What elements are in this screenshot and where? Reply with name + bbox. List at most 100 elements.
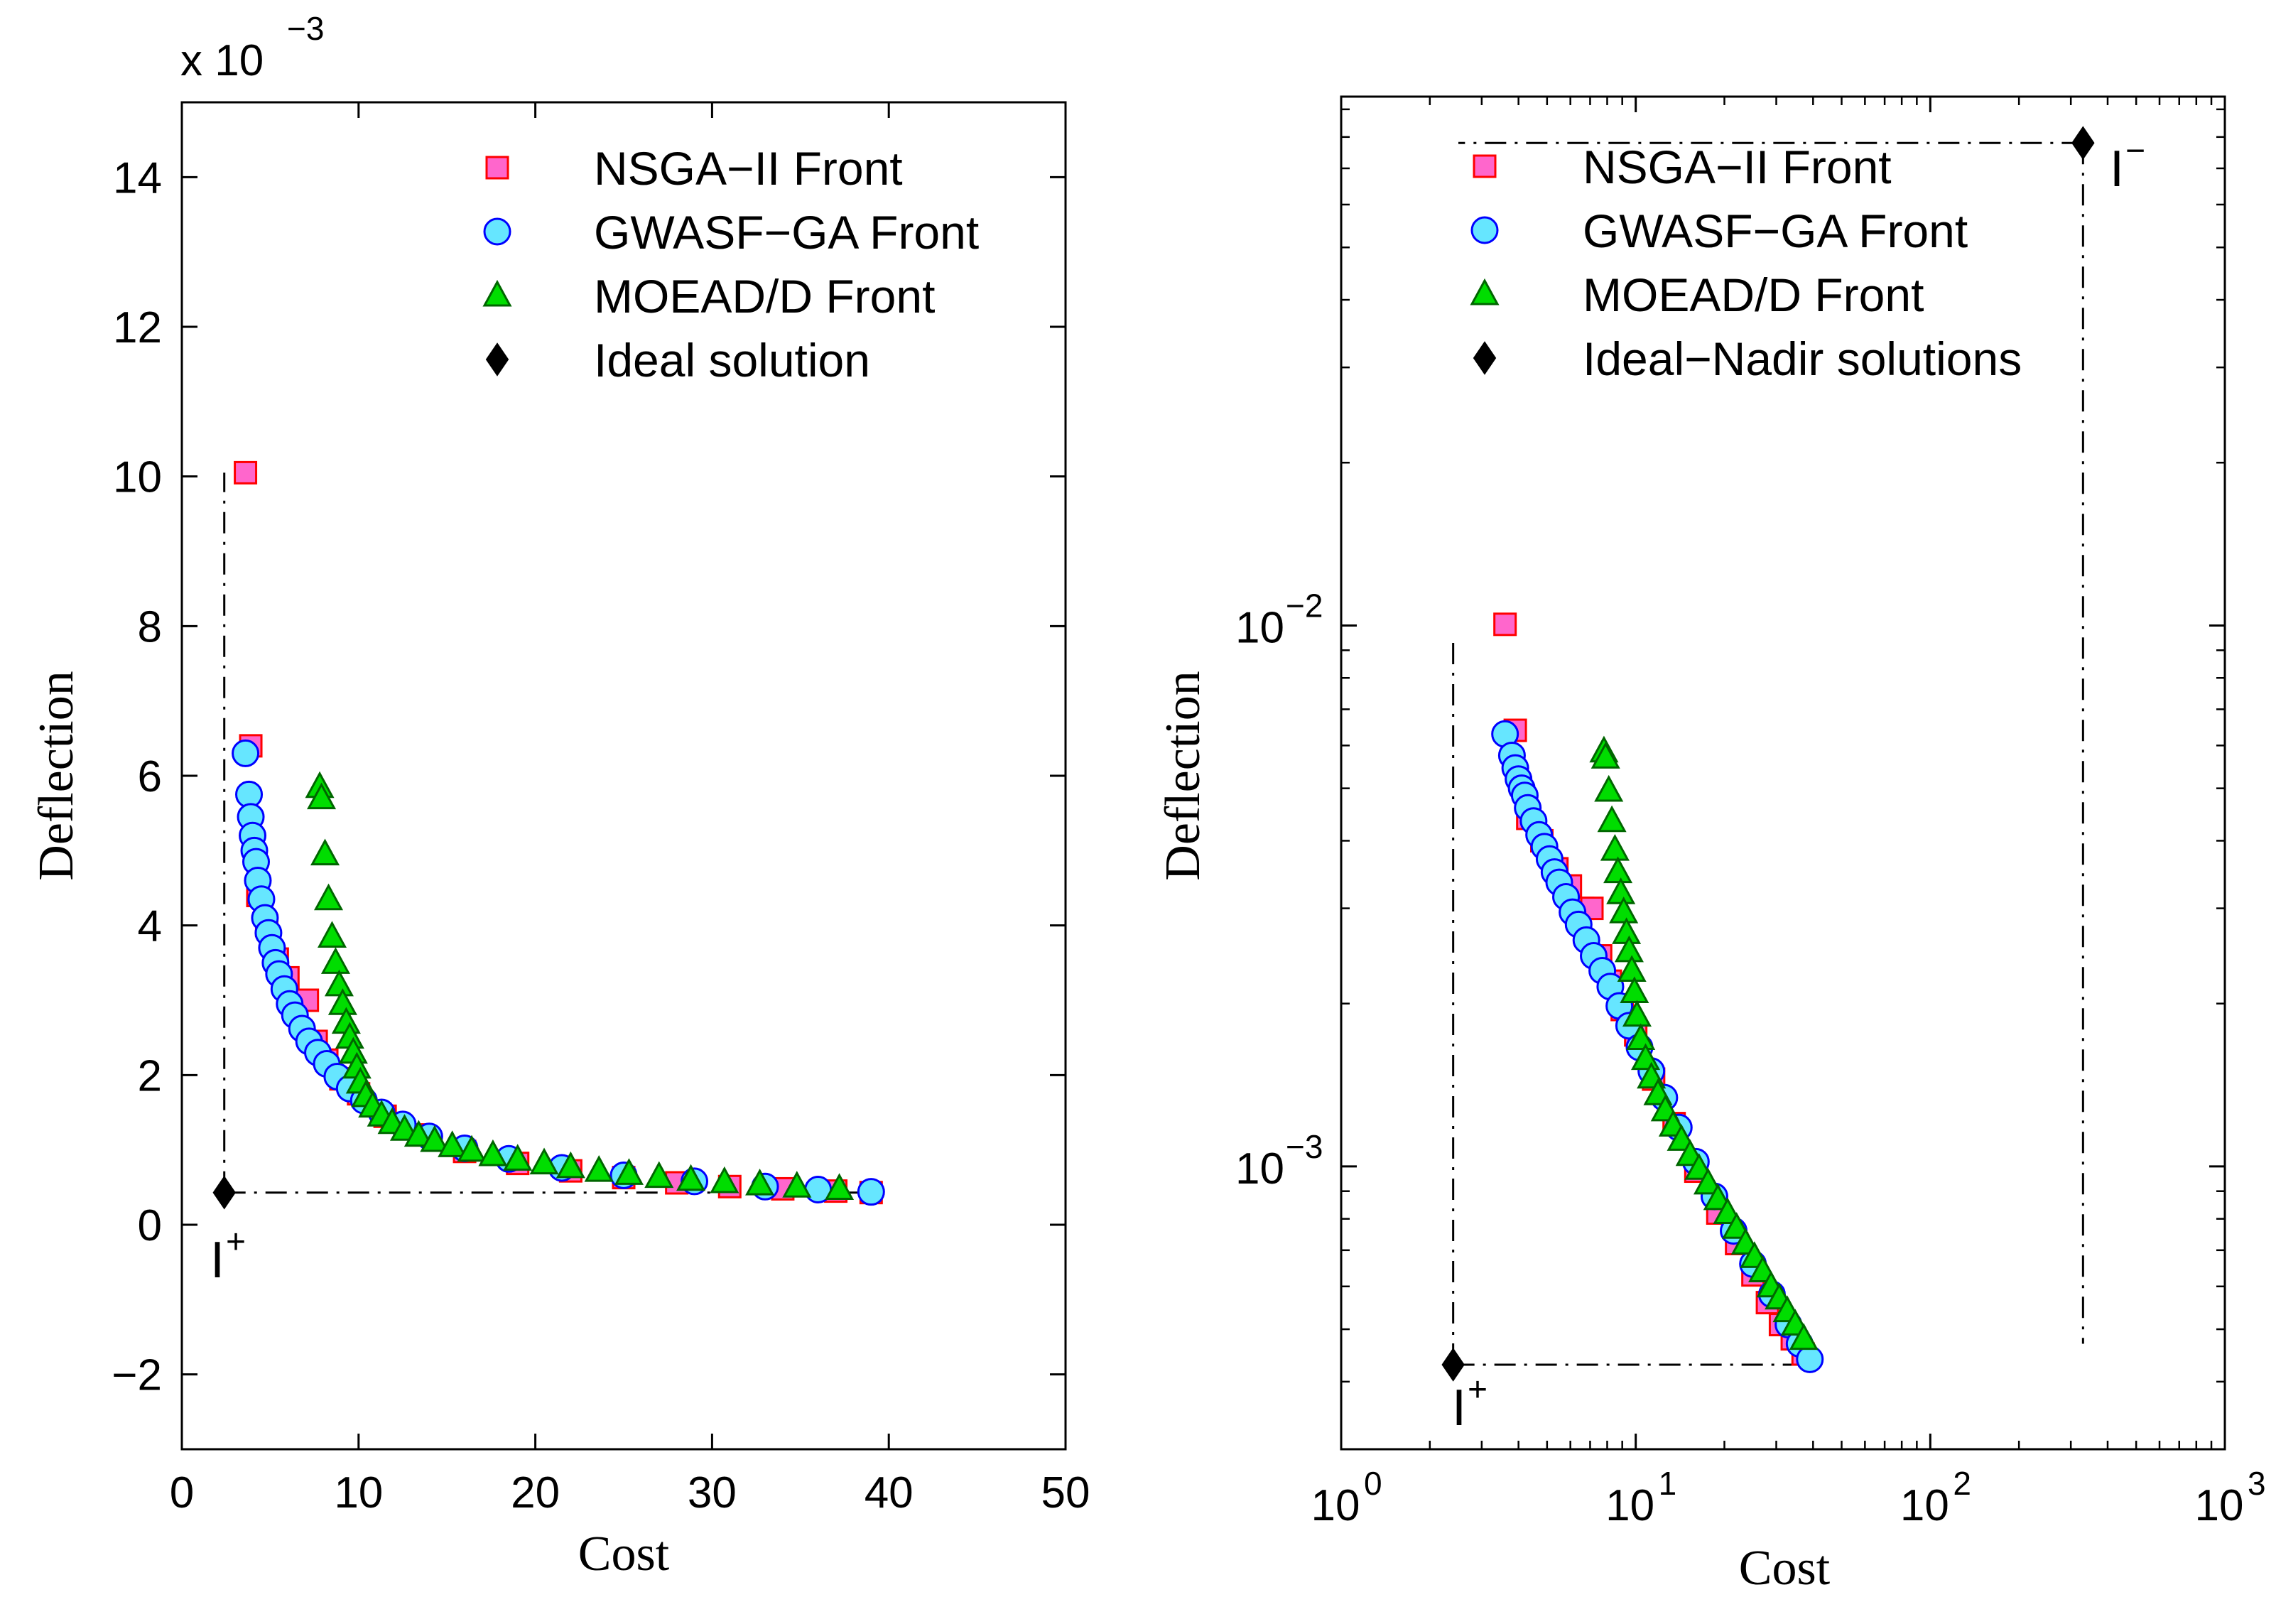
legend-marker-nsga bbox=[485, 156, 509, 180]
ideal-point-label: I bbox=[210, 1232, 224, 1289]
gwasf-point bbox=[857, 1178, 885, 1206]
y-tick-label: 6 bbox=[138, 752, 162, 801]
moead-point bbox=[1622, 1000, 1652, 1027]
moead-point bbox=[529, 1147, 559, 1175]
y-tick-label: 10 bbox=[113, 453, 162, 502]
y-tick-label: 2 bbox=[138, 1051, 162, 1100]
y-tick-label: 4 bbox=[138, 902, 162, 951]
legend-label-ideal: Ideal solution bbox=[594, 334, 870, 386]
y-tick-label: 12 bbox=[113, 303, 162, 352]
y-multiplier-exponent: −3 bbox=[287, 10, 324, 47]
plot-area-frame bbox=[1340, 95, 2226, 1451]
moead-point bbox=[782, 1171, 812, 1198]
x-axis-ticks: 0 10 20 30 40 50 bbox=[170, 102, 1090, 1517]
legend: NSGA−II Front GWASF−GA Front MOEAD/D Front… bbox=[482, 142, 979, 386]
legend-label-gwasf: GWASF−GA Front bbox=[1583, 205, 1968, 257]
moead-point bbox=[676, 1164, 706, 1191]
x-tick-label: 30 bbox=[688, 1468, 737, 1517]
ideal-annotation: I + bbox=[1452, 1371, 1487, 1436]
y-tick-label-base: 10 bbox=[1235, 1144, 1284, 1193]
data-marks bbox=[1441, 126, 2095, 1382]
y-axis-ticks: 10−210−3 bbox=[1235, 108, 2225, 1451]
x-axis-ticks: 10 0 10 1 10 2 10 3 bbox=[1311, 97, 2266, 1530]
moead-point bbox=[1620, 976, 1649, 1004]
legend-marker-ideal bbox=[485, 342, 509, 377]
ideal-guide-lines bbox=[223, 472, 872, 1194]
moead-point bbox=[310, 838, 340, 866]
x-tick-label-exponent: 2 bbox=[1953, 1465, 1971, 1502]
x-tick-label: 50 bbox=[1041, 1468, 1090, 1517]
moead-point bbox=[1600, 833, 1630, 861]
moead-point bbox=[320, 947, 350, 974]
y-multiplier-base: x 10 bbox=[180, 36, 264, 85]
y-tick-label-exponent: −2 bbox=[1286, 587, 1323, 624]
y-tick-label-base: 10 bbox=[1235, 603, 1284, 652]
y-tick-label: 0 bbox=[138, 1201, 162, 1250]
legend-marker-nsga bbox=[1473, 154, 1497, 178]
y-tick-label: 8 bbox=[138, 602, 162, 651]
moead-point bbox=[307, 782, 337, 810]
y-axis-label: Deflection bbox=[29, 671, 84, 880]
moead-point bbox=[503, 1144, 533, 1171]
moead-point bbox=[745, 1168, 775, 1196]
moead-point bbox=[556, 1151, 585, 1179]
x-tick-label-exponent: 3 bbox=[2248, 1465, 2266, 1502]
legend-marker-moead bbox=[1470, 278, 1500, 305]
legend-label-nsga: NSGA−II Front bbox=[1583, 141, 1892, 193]
x-tick-label: 10 bbox=[334, 1468, 383, 1517]
chart-linear: −2 0 2 4 6 8 10 12 14 0 10 20 30 40 50 NSGA−II Front G… bbox=[29, 10, 1090, 1581]
nsga-point bbox=[234, 460, 258, 485]
moead-point bbox=[710, 1166, 739, 1193]
x-axis-label: Cost bbox=[1739, 1541, 1831, 1596]
nadir-point-label: I bbox=[2110, 141, 2124, 197]
y-tick-label-exponent: −3 bbox=[1286, 1128, 1323, 1165]
ideal-point-label-superscript: + bbox=[1468, 1371, 1487, 1409]
legend-label-ideal: Ideal−Nadir solutions bbox=[1583, 332, 2022, 385]
legend-label-moead: MOEAD/D Front bbox=[1583, 269, 1924, 321]
moead-point bbox=[1626, 1023, 1656, 1051]
moead-point bbox=[644, 1161, 674, 1189]
legend-marker-gwasf bbox=[483, 217, 511, 246]
ideal-point bbox=[1441, 1348, 1465, 1382]
moead-point bbox=[825, 1173, 855, 1200]
moead-point bbox=[1789, 1323, 1819, 1350]
ideal-point bbox=[212, 1175, 236, 1210]
moead-point bbox=[1703, 1183, 1733, 1211]
legend-label-moead: MOEAD/D Front bbox=[594, 270, 935, 323]
x-axis-label: Cost bbox=[578, 1527, 670, 1581]
gwasf-point bbox=[232, 739, 260, 767]
y-axis-ticks: −2 0 2 4 6 8 10 12 14 bbox=[112, 153, 1066, 1400]
moead-point bbox=[403, 1120, 433, 1147]
x-tick-label-base: 10 bbox=[1311, 1481, 1360, 1530]
legend-label-gwasf: GWASF−GA Front bbox=[594, 206, 979, 259]
moead-point bbox=[438, 1130, 467, 1157]
ideal-annotation: I + bbox=[210, 1223, 246, 1289]
moead-point bbox=[1722, 1212, 1752, 1239]
chart-loglog: 10−210−3 10 0 10 1 10 2 10 3 NSGA−II FrontGWASF… bbox=[1156, 95, 2266, 1596]
x-tick-label-exponent: 1 bbox=[1659, 1465, 1677, 1502]
legend-marker-moead bbox=[482, 279, 512, 307]
moead-point bbox=[420, 1125, 450, 1152]
legend: NSGA−II Front GWASF−GA Front MOEAD/D Front… bbox=[1470, 141, 2022, 385]
moead-point bbox=[1617, 955, 1647, 982]
ideal-nadir-guide-lines bbox=[1452, 141, 2084, 1366]
ideal-point-label: I bbox=[1452, 1380, 1466, 1436]
y-tick-label: 14 bbox=[113, 153, 162, 202]
moead-point bbox=[313, 883, 344, 911]
moead-point bbox=[1591, 742, 1620, 769]
y-tick-label: −2 bbox=[112, 1351, 162, 1400]
x-tick-label-base: 10 bbox=[1605, 1481, 1654, 1530]
moead-point bbox=[324, 969, 354, 997]
moead-point bbox=[478, 1139, 508, 1166]
moead-point bbox=[1597, 805, 1627, 833]
legend-marker-gwasf bbox=[1470, 216, 1499, 244]
gwasf-point bbox=[1796, 1345, 1824, 1373]
moead-point bbox=[584, 1155, 614, 1182]
x-tick-label: 20 bbox=[511, 1468, 560, 1517]
moead-point bbox=[1603, 856, 1633, 884]
nadir-annotation: I − bbox=[2110, 132, 2145, 197]
ideal-point bbox=[2071, 126, 2095, 160]
moead-point bbox=[1609, 897, 1639, 924]
moead-point bbox=[614, 1158, 644, 1185]
